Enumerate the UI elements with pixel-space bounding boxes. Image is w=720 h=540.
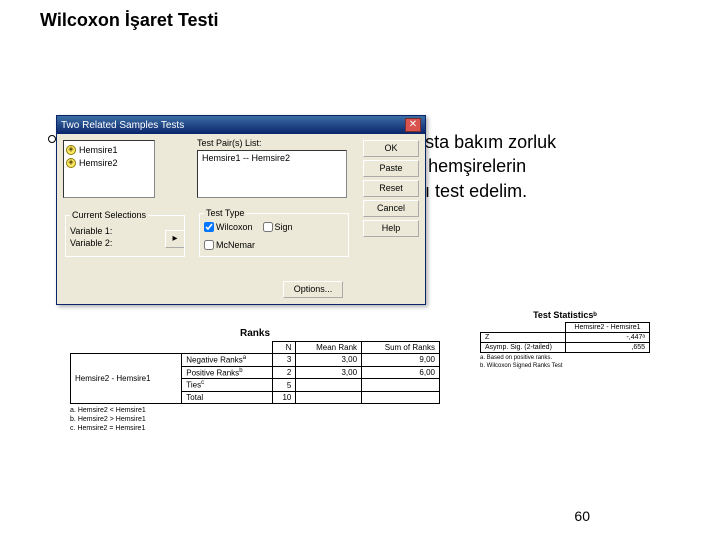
chk-label: Wilcoxon: [216, 222, 253, 232]
chk-label: McNemar: [216, 240, 255, 250]
cancel-button[interactable]: Cancel: [363, 200, 419, 217]
ranks-table: Ranks N Mean Rank Sum of Ranks Hemsire2 …: [70, 328, 440, 433]
var-item-label: Hemsire1: [79, 145, 118, 155]
pairs-list[interactable]: Hemsire1 -- Hemsire2: [197, 150, 347, 198]
slide-title: Wilcoxon İşaret Testi: [40, 10, 219, 31]
body-frag2: le hemşirelerin: [409, 156, 526, 176]
options-button[interactable]: Options...: [283, 281, 343, 298]
body-frag1: hasta bakım zorluk: [405, 132, 556, 152]
pair-entry: Hemsire1 -- Hemsire2: [202, 153, 290, 163]
dialog-body: ◈ Hemsire1 ◈ Hemsire2 Test Pair(s) List:…: [57, 134, 425, 304]
variable-list[interactable]: ◈ Hemsire1 ◈ Hemsire2: [63, 140, 155, 198]
test-type-title: Test Type: [204, 208, 246, 218]
dialog-buttons: OK Paste Reset Cancel Help: [363, 140, 419, 237]
current-selections: Current Selections Variable 1: Variable …: [63, 208, 187, 257]
table-row: Hemsire2 - Hemsire1 Negative Ranksa 3 3,…: [71, 354, 440, 367]
dialog-title: Two Related Samples Tests: [61, 120, 184, 131]
table-row: Asymp. Sig. (2-tailed) ,655: [481, 343, 650, 353]
table-row: Z -,447ᵃ: [481, 333, 650, 343]
stats-col-header: Hemsire2 - Hemsire1: [565, 323, 649, 333]
ranks-table-body: N Mean Rank Sum of Ranks Hemsire2 - Hems…: [70, 341, 440, 404]
stats-footnotes: a. Based on positive ranks. b. Wilcoxon …: [480, 355, 650, 371]
test-type-group: Test Type Wilcoxon Sign McNemar: [199, 208, 349, 257]
ranks-footnotes: a.Hemsire2 < Hemsire1 b.Hemsire2 > Hemsi…: [70, 406, 440, 433]
chk-sign-box[interactable]: [263, 222, 273, 232]
variable-icon: ◈: [66, 158, 76, 168]
pairs-list-label: Test Pair(s) List:: [197, 138, 262, 148]
stats-table-body: Hemsire2 - Hemsire1 Z -,447ᵃ Asymp. Sig.…: [480, 322, 650, 353]
var-item-1[interactable]: ◈ Hemsire1: [66, 143, 152, 156]
cur-v1-label: Variable 1:: [70, 226, 114, 236]
close-icon[interactable]: ✕: [405, 118, 421, 132]
cur-v2-label: Variable 2:: [70, 238, 114, 248]
stats-title: Test Statisticsᵇ: [480, 310, 650, 320]
chk-label: Sign: [275, 222, 293, 232]
col-mean: Mean Rank: [296, 342, 362, 354]
help-button[interactable]: Help: [363, 220, 419, 237]
chk-sign[interactable]: Sign: [263, 222, 293, 232]
chk-wilcoxon[interactable]: Wilcoxon: [204, 222, 253, 232]
paste-button[interactable]: Paste: [363, 160, 419, 177]
ok-button[interactable]: OK: [363, 140, 419, 157]
variable-icon: ◈: [66, 145, 76, 155]
test-statistics-table: Test Statisticsᵇ Hemsire2 - Hemsire1 Z -…: [480, 310, 650, 371]
dialog-titlebar: Two Related Samples Tests ✕: [57, 116, 425, 134]
body-frag3: ını test edelim.: [410, 181, 527, 201]
pair-label: Hemsire2 - Hemsire1: [71, 354, 182, 404]
ranks-title: Ranks: [70, 328, 440, 339]
col-sum: Sum of Ranks: [362, 342, 440, 354]
chk-mcnemar-box[interactable]: [204, 240, 214, 250]
chk-wilcoxon-box[interactable]: [204, 222, 214, 232]
current-selections-title: Current Selections: [70, 210, 148, 220]
bullet-icon: [48, 135, 56, 143]
chk-mcnemar[interactable]: McNemar: [204, 240, 255, 250]
spss-dialog: Two Related Samples Tests ✕ ◈ Hemsire1 ◈…: [56, 115, 426, 305]
col-n: N: [272, 342, 296, 354]
var-item-label: Hemsire2: [79, 158, 118, 168]
var-item-2[interactable]: ◈ Hemsire2: [66, 156, 152, 169]
page-number: 60: [574, 508, 590, 524]
reset-button[interactable]: Reset: [363, 180, 419, 197]
